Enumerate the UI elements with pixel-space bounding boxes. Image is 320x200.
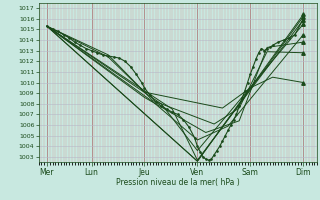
X-axis label: Pression niveau de la mer( hPa ): Pression niveau de la mer( hPa ): [116, 178, 240, 187]
